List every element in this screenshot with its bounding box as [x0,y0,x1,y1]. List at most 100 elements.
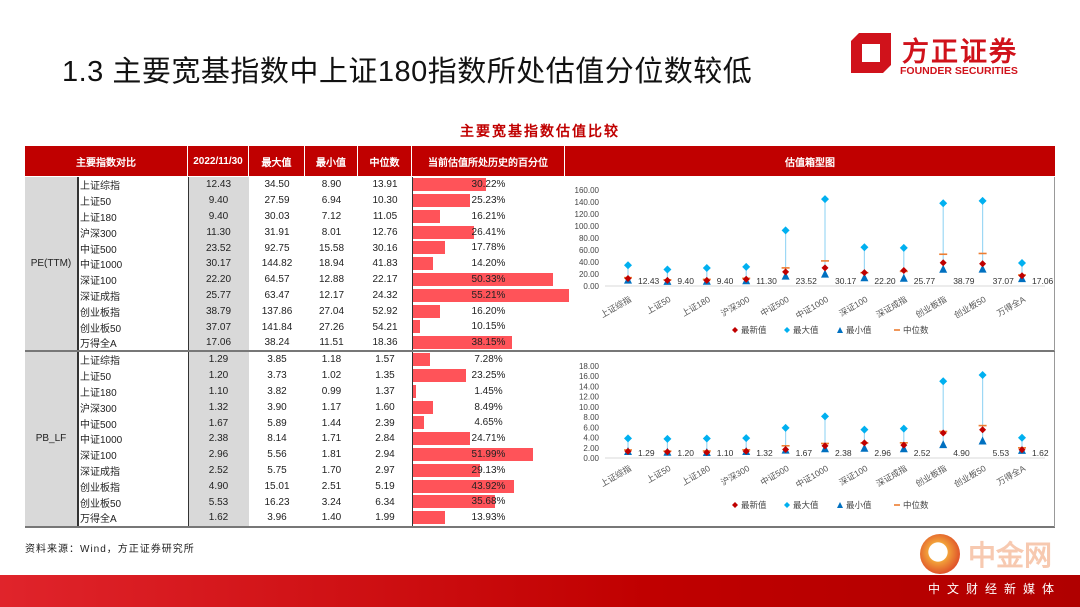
max-marker [821,412,829,421]
min-value: 12.17 [318,289,345,301]
min-marker [978,436,987,445]
current-value: 37.07 [205,321,232,333]
y-tick-label: 18.00 [579,362,600,371]
percentile-value: 14.20% [471,258,506,270]
max-marker [939,377,948,386]
column-divider [412,352,413,526]
index-name: 深证100 [80,276,117,288]
percentile-cell: 35.68% [412,495,565,509]
min-value: 1.18 [321,354,342,366]
category-label: 创业板50 [952,463,988,489]
max-value: 3.85 [267,354,287,366]
current-value: 11.30 [206,226,231,238]
index-name: 上证180 [80,387,117,399]
table-row: 创业板50 5.53 16.23 3.24 6.34 35.68% [78,494,565,510]
index-name: 上证180 [80,212,117,224]
min-marker [939,264,948,273]
data-label: 23.52 [796,276,818,286]
min-value: 7.12 [321,210,342,222]
index-name: 深证成指 [80,291,120,303]
max-marker [899,243,908,252]
watermark-cn: 中金网 [968,540,1053,571]
percentile-value: 50.33% [471,274,506,286]
category-label: 中证500 [759,294,791,318]
latest-marker [900,441,908,449]
percentile-value: 38.15% [471,337,506,349]
percentile-bar [413,194,470,208]
percentile-value: 26.41% [471,226,506,238]
watermark-url: CNGOLD.COM.CN [978,568,1047,577]
percentile-cell: 38.15% [412,336,565,350]
latest-marker [821,442,829,450]
max-marker [663,434,672,443]
data-label: 2.52 [914,448,931,458]
percentile-value: 10.15% [471,321,506,333]
min-marker [821,269,829,278]
max-value: 34.50 [264,179,290,191]
index-name: 深证成指 [80,466,120,478]
min-value: 27.26 [318,321,345,333]
legend-marker-icon [837,502,843,508]
index-name: 上证50 [80,197,112,209]
category-label: 创业板指 [914,463,949,489]
header-index: 主要指数对比 [25,146,188,176]
table-row: 上证综指 1.29 3.85 1.18 1.57 7.28% [78,352,565,368]
latest-marker [742,275,750,283]
data-label: 4.90 [953,448,970,458]
current-value: 1.29 [208,354,229,366]
index-name: 中证500 [80,419,117,431]
current-value: 38.79 [205,305,232,317]
legend-marker-icon [784,327,790,333]
data-label: 1.67 [796,448,813,458]
current-value: 2.38 [208,433,229,445]
median-value: 41.83 [372,258,398,270]
legend-label: 最新值 [741,325,767,335]
category-label: 上证综指 [599,294,634,320]
current-value: 4.90 [208,480,229,492]
min-value: 27.04 [318,305,345,317]
min-value: 6.94 [321,195,342,207]
current-value: 1.67 [208,417,229,429]
y-tick-label: 160.00 [575,186,600,195]
legend-label: 最大值 [793,325,819,335]
median-value: 13.91 [372,179,398,191]
table-row: 万得全A 1.62 3.96 1.40 1.99 13.93% [78,510,565,526]
category-label: 深证成指 [874,294,909,320]
max-value: 3.96 [267,512,287,524]
data-label: 12.43 [638,276,660,286]
max-value: 31.91 [264,226,290,238]
median-value: 30.16 [372,242,398,254]
current-value: 12.43 [205,179,232,191]
header-percentile: 当前估值所处历史的百分位 [412,146,565,176]
percentile-bar [413,336,513,350]
cngold-logo-icon [920,534,960,574]
y-tick-label: 40.00 [579,258,600,267]
percentile-value: 51.99% [471,449,506,461]
table-row: 深证成指 2.52 5.75 1.70 2.97 29.13% [78,463,565,479]
pb-boxplot-chart: 0.00 2.00 4.00 6.00 8.00 10.00 12.00 14.00 16.00… [565,352,1055,527]
current-value: 2.52 [208,464,229,476]
percentile-value: 35.68% [471,496,506,508]
legend-marker-icon [732,502,738,508]
logo-mark-icon [851,33,891,73]
min-value: 0.99 [321,385,342,397]
percentile-cell: 29.13% [412,463,565,477]
max-marker [663,265,672,274]
median-value: 54.21 [372,321,398,333]
founder-securities-logo: 方正证券 FOUNDER SECURITIES [848,30,1048,80]
table-row: 中证500 23.52 92.75 15.58 30.16 17.78% [78,240,565,256]
percentile-cell: 26.41% [412,225,565,239]
max-marker [978,371,987,380]
group-label: PB_LF [25,352,78,526]
percentile-bar [413,416,424,430]
data-label: 9.40 [677,276,694,286]
y-tick-label: 2.00 [583,444,599,453]
max-marker [860,425,869,434]
max-value: 5.89 [267,417,287,429]
max-marker [978,196,987,205]
table-row: 深证100 22.20 64.57 12.88 22.17 50.33% [78,272,565,288]
percentile-cell: 13.93% [412,511,565,525]
date-column-bg [188,352,249,526]
percentile-bar [413,353,430,367]
table-row: 深证100 2.96 5.56 1.81 2.94 51.99% [78,447,565,463]
